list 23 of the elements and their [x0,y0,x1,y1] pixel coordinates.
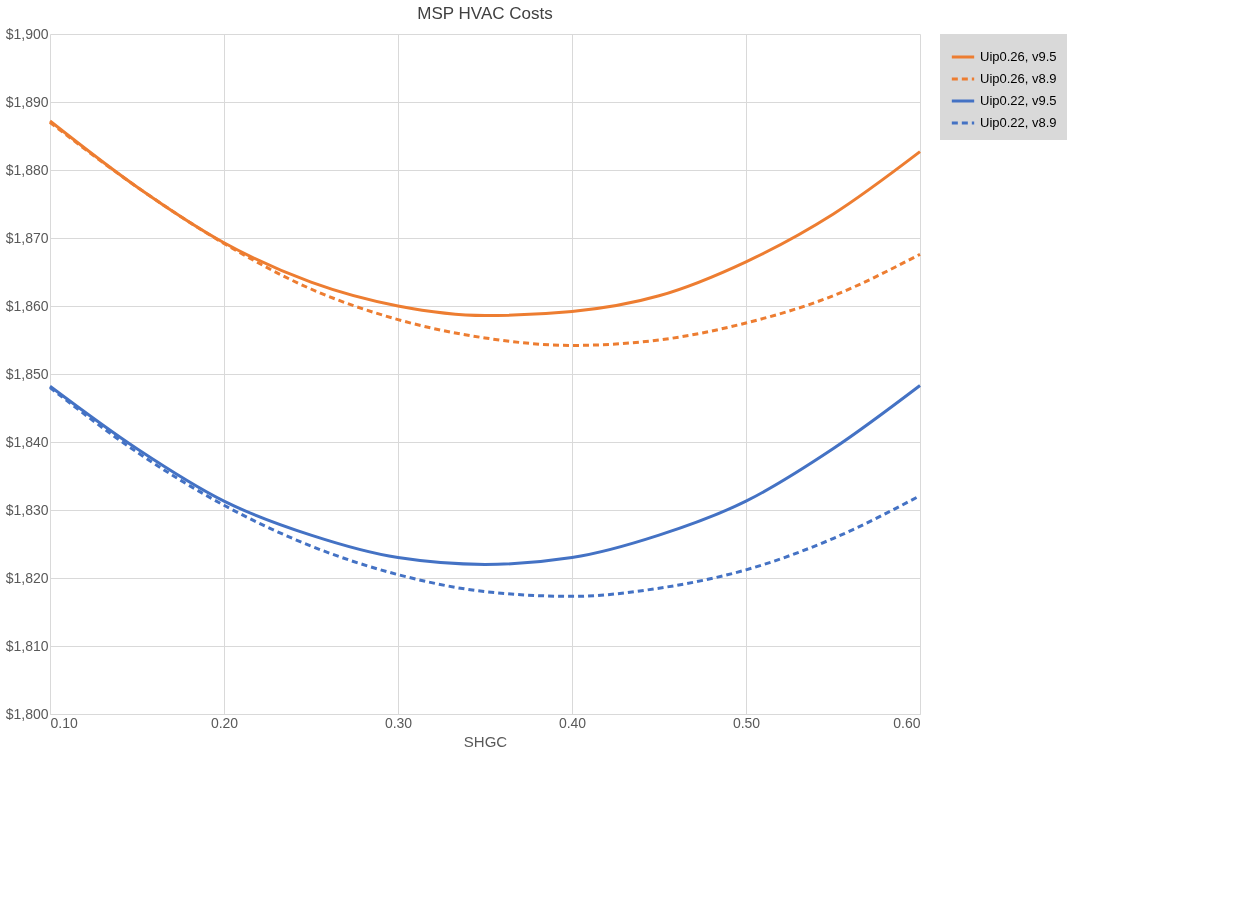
x-tick-label: 0.30 [384,714,413,731]
y-tick-label: $1,850 [5,365,49,382]
x-tick-label: 0.20 [210,714,239,731]
y-tick-label: $1,820 [5,569,49,586]
chart-title: MSP HVAC Costs [417,4,553,23]
y-tick-label: $1,880 [5,161,49,178]
y-tick-label: $1,890 [5,93,49,110]
y-tick-label: $1,810 [5,637,49,654]
x-axis-title: SHGC [463,732,508,750]
legend-label: Uip0.22, v9.5 [980,93,1057,108]
legend-label: Uip0.22, v8.9 [980,115,1057,130]
legend-label: Uip0.26, v9.5 [980,49,1057,64]
x-tick-label: 0.10 [50,714,78,731]
y-tick-label: $1,900 [5,25,49,42]
y-tick-label: $1,870 [5,229,49,246]
x-tick-label: 0.50 [732,714,761,731]
x-tick-label: 0.60 [893,714,921,731]
x-tick-label: 0.40 [558,714,587,731]
y-tick-label: $1,860 [5,297,49,314]
legend-label: Uip0.26, v8.9 [980,71,1057,86]
y-tick-label: $1,830 [5,501,49,518]
y-tick-label: $1,840 [5,433,49,450]
y-tick-label: $1,800 [5,705,49,722]
